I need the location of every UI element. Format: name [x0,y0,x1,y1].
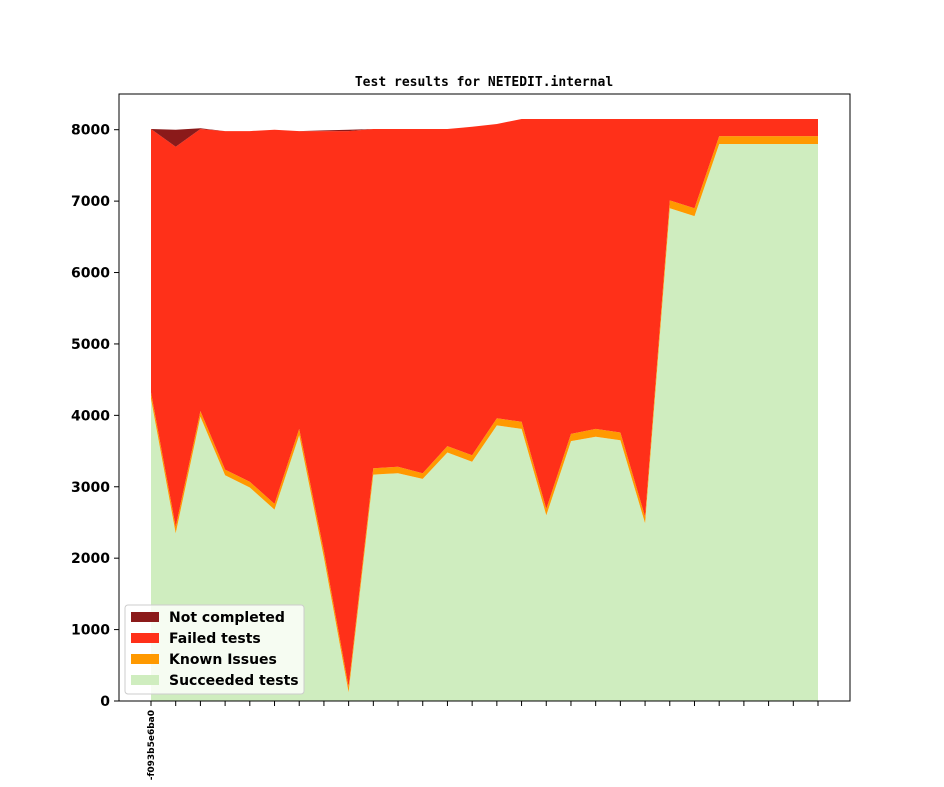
plot-areas [151,119,818,701]
y-tick-label: 6000 [71,266,110,282]
legend-swatch [131,675,159,685]
legend-label: Succeeded tests [169,673,299,689]
legend-box [124,604,305,695]
legend-label: Not completed [169,610,285,626]
legend-swatch [131,654,159,664]
y-tick-label: 3000 [71,480,110,496]
legend-swatch [131,612,159,622]
area-succeeded-tests [151,144,818,701]
y-tick-label: 7000 [71,194,110,210]
y-tick-label: 8000 [71,123,110,139]
legend-label: Failed tests [169,631,261,647]
y-tick-label: 4000 [71,408,110,424]
legend: Not completed Failed tests Known Issues Suc… [124,604,305,695]
area-failed-tests [151,119,818,687]
chart-title: Test results for NETEDIT.internal [355,75,613,90]
y-tick-label: 0 [100,694,110,710]
y-axis: 0 1000 2000 3000 4000 5000 6000 7000 8000 [71,123,119,710]
plot-frame [118,93,851,702]
legend-label: Known Issues [169,652,277,668]
legend-swatch [131,633,159,643]
y-tick-label: 1000 [71,623,110,639]
y-tick-label: 5000 [71,337,110,353]
x-axis: -f093b5e6ba0 [147,701,819,780]
y-tick-label: 2000 [71,551,110,567]
x-tick-label: -f093b5e6ba0 [147,710,157,780]
